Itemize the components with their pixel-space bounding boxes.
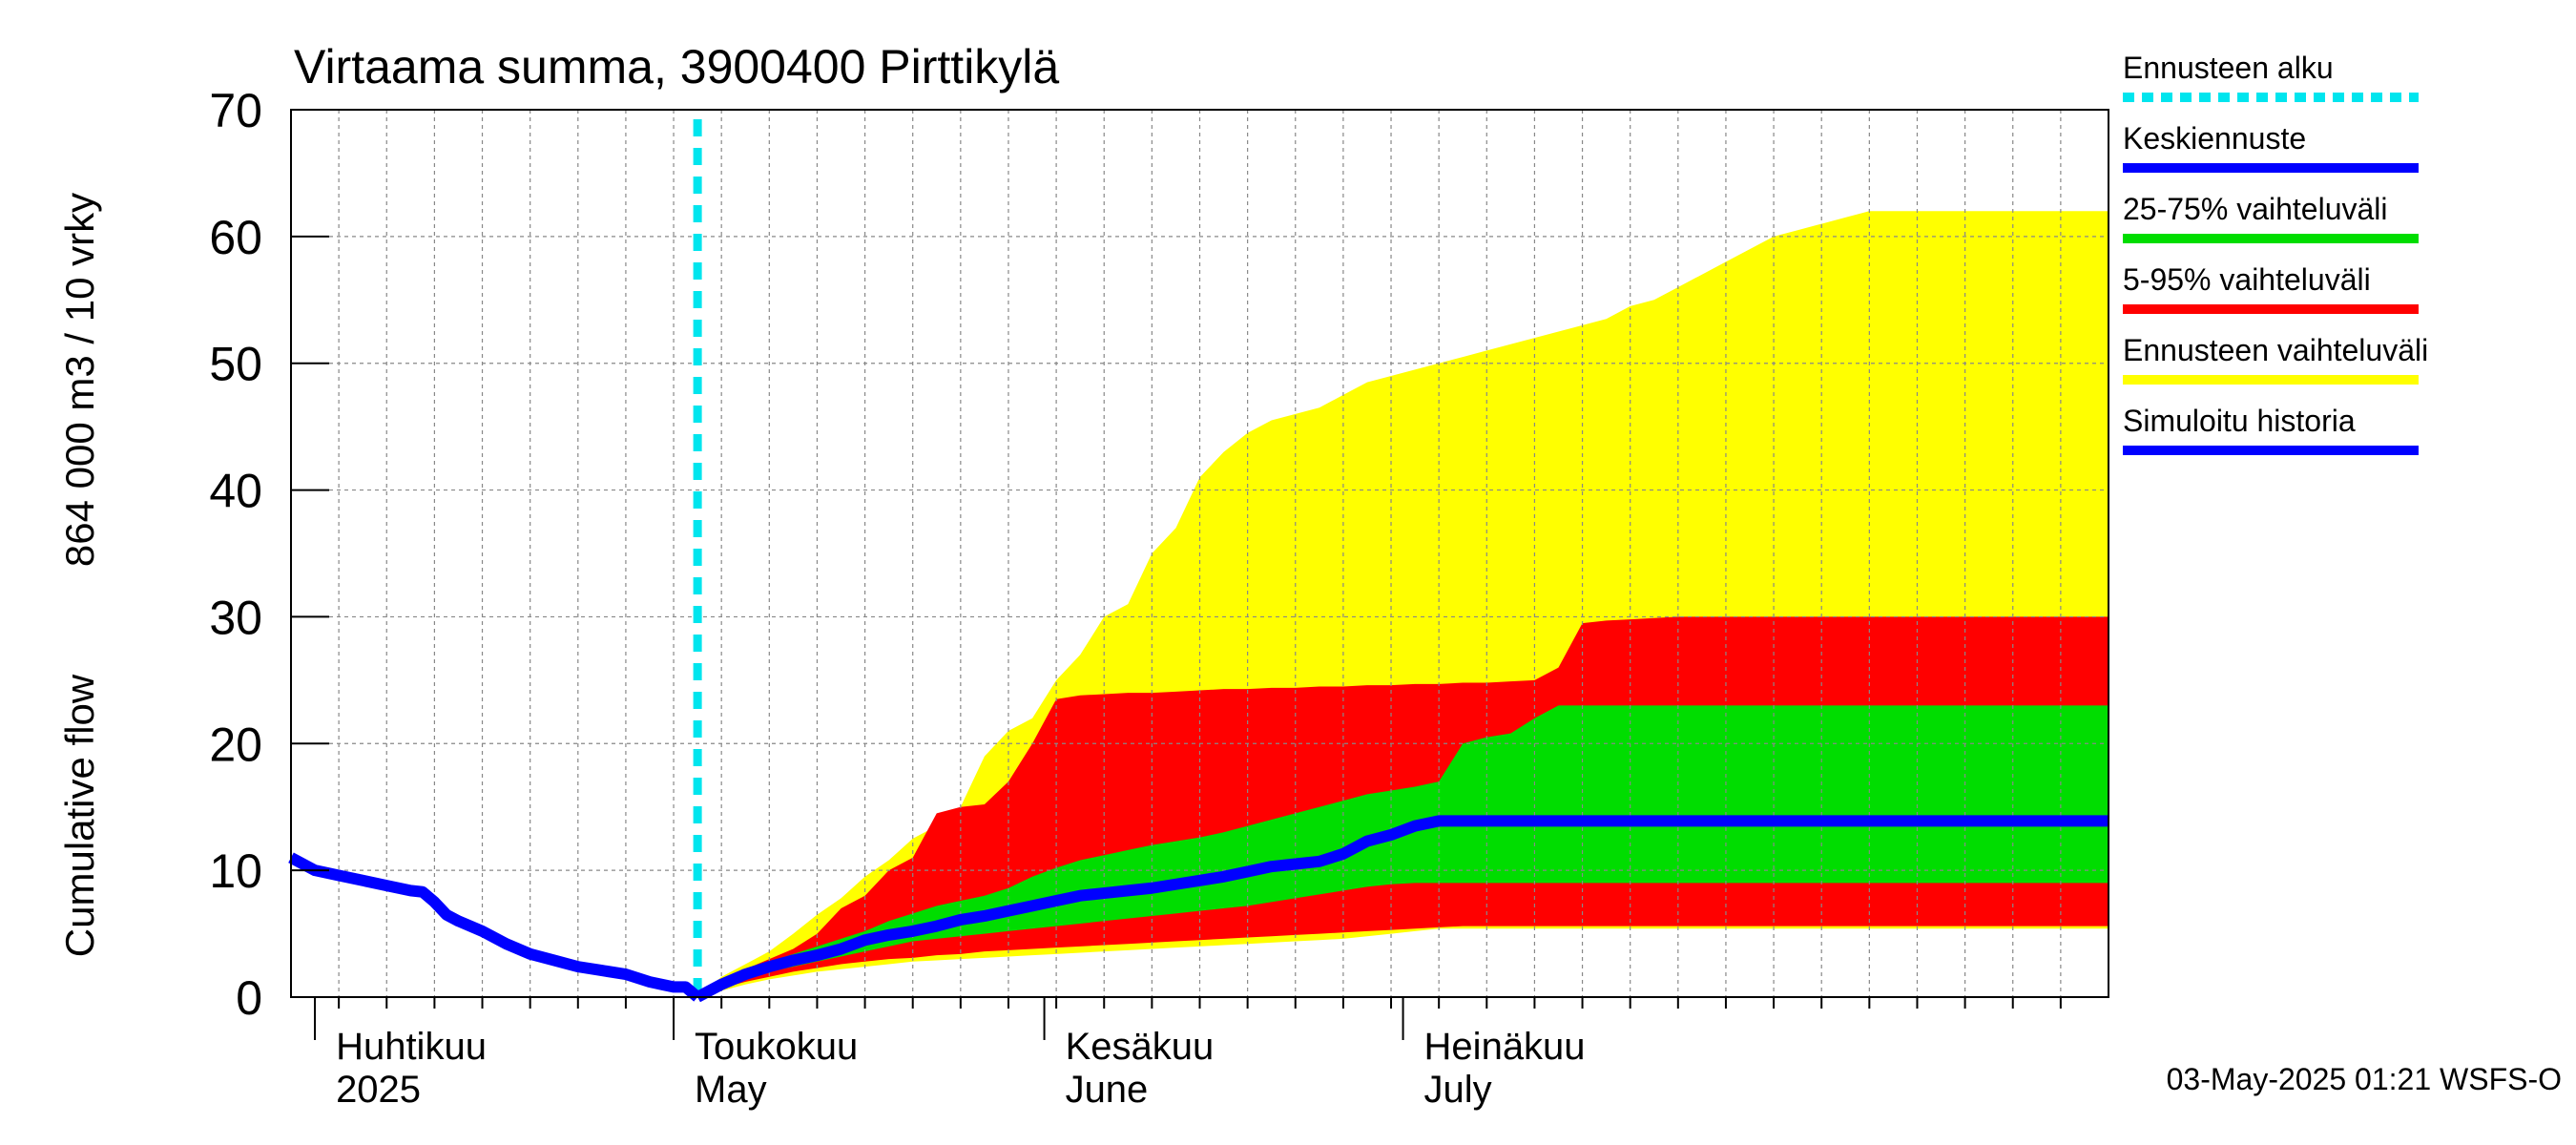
y-tick-label: 50: [209, 338, 262, 391]
mean-forecast-line: [695, 815, 2109, 1003]
timestamp-label: 03-May-2025 01:21 WSFS-O: [2167, 1062, 2562, 1096]
legend-label: Ennusteen vaihteluväli: [2123, 333, 2428, 367]
legend-label: 25-75% vaihteluväli: [2123, 192, 2388, 226]
gridlines: [291, 110, 2109, 997]
x-month-label-en: 2025: [336, 1069, 421, 1111]
x-month-label-fi: Heinäkuu: [1424, 1026, 1586, 1068]
y-tick-label: 70: [209, 84, 262, 137]
legend-label: 5-95% vaihteluväli: [2123, 262, 2371, 297]
p25-75-area: [697, 705, 2109, 997]
y-tick-label: 60: [209, 211, 262, 264]
y-tick-label: 10: [209, 844, 262, 898]
series-lines: [288, 119, 2109, 1003]
legend-label: Simuloitu historia: [2123, 404, 2356, 438]
y-axis-label-right: 864 000 m3 / 10 vrky: [57, 193, 102, 567]
x-month-label-fi: Kesäkuu: [1066, 1026, 1215, 1068]
y-tick-label: 20: [209, 718, 262, 771]
x-month-label-en: May: [695, 1069, 767, 1111]
y-tick-label: 40: [209, 465, 262, 518]
legend-label: Keskiennuste: [2123, 121, 2306, 156]
y-tick-label: 30: [209, 591, 262, 644]
history-line: [288, 852, 701, 1002]
x-month-label-en: July: [1424, 1069, 1492, 1111]
y-tick-label: 0: [236, 971, 262, 1025]
y-axis-ticks: 0 10 20 30 40 50 60 70: [209, 84, 329, 1025]
chart-title: Virtaama summa, 3900400 Pirttikylä: [294, 40, 1059, 94]
y-axis-label-left: Cumulative flow: [57, 674, 102, 957]
x-month-label-fi: Toukokuu: [695, 1026, 858, 1068]
x-month-label-en: June: [1066, 1069, 1149, 1111]
legend: Ennusteen alku Keskiennuste 25-75% vaihtel…: [2123, 51, 2428, 455]
x-month-label-fi: Huhtikuu: [336, 1026, 487, 1068]
legend-label: Ennusteen alku: [2123, 51, 2334, 85]
